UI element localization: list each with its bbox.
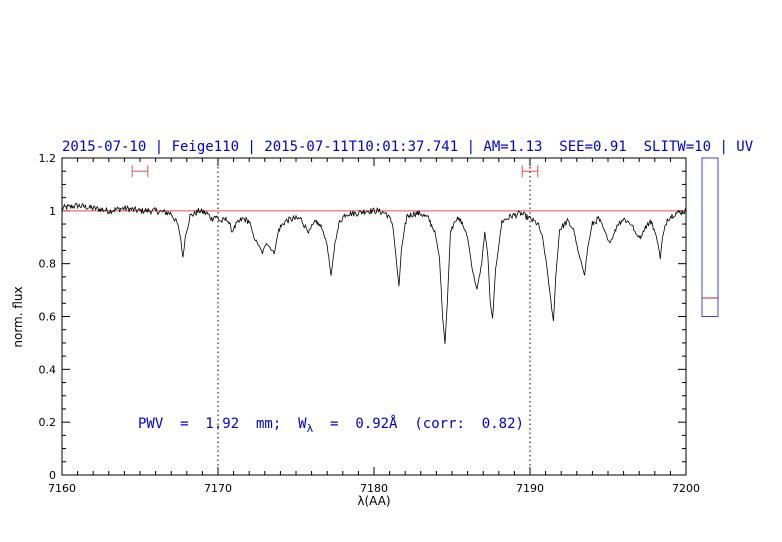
plot-frame: [61, 157, 687, 476]
y-axis-label: norm. flux: [11, 286, 25, 347]
annotation-main: PWV = 1.92 mm; W: [138, 416, 307, 432]
gauge-frame: [701, 157, 719, 317]
continuum-window-marker: [521, 165, 539, 178]
x-tick-label: 7200: [672, 482, 700, 495]
plot-area: 7160 7170 7180 7190 7200 0 0.2 0.4 0.6 0.8 1 1.2: [39, 152, 701, 495]
y-tick-label: 0.6: [39, 311, 57, 324]
continuum-window-marker: [131, 165, 149, 178]
x-tick-label: 7180: [360, 482, 388, 495]
x-tick-label: 7170: [204, 482, 232, 495]
chart-title: 2015-07-10 | Feige110 | 2015-07-11T10:01…: [62, 139, 754, 155]
x-tick-label: 7190: [516, 482, 544, 495]
y-tick-label: 0.4: [39, 363, 57, 376]
annotation-tail: = 0.92Å (corr: 0.82): [313, 415, 524, 432]
annotation-subscript: λ: [307, 422, 314, 435]
x-axis-label: λ(AA): [357, 494, 390, 508]
y-tick-label: 0: [49, 469, 56, 482]
x-tick-label: 7160: [48, 482, 76, 495]
side-gauge: [701, 157, 719, 317]
y-tick-label: 1: [49, 205, 56, 218]
y-tick-label: 0.8: [39, 258, 57, 271]
y-tick-label: 0.2: [39, 416, 57, 429]
spectrum-line: [61, 203, 687, 344]
y-tick-label: 1.2: [39, 152, 57, 165]
pwv-annotation: PWV = 1.92 mm; Wλ = 0.92Å (corr: 0.82): [138, 415, 524, 435]
